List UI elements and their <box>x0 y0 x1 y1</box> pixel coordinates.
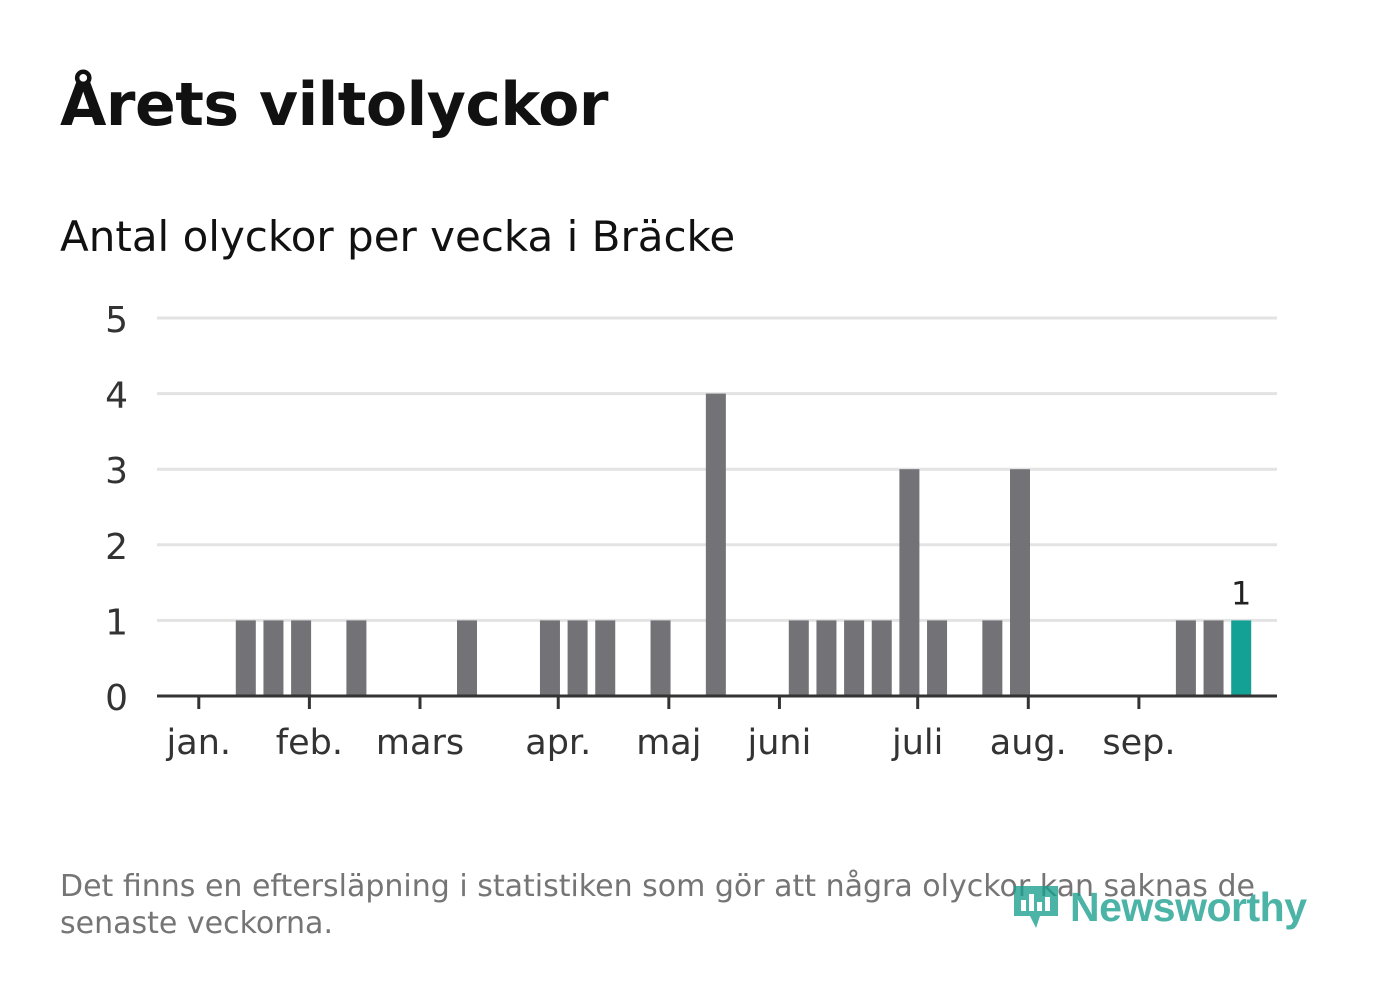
bar-week-28 <box>927 620 948 696</box>
y-tick-label: 3 <box>105 451 128 492</box>
x-tick-label: maj <box>636 723 701 763</box>
bar-week-38 <box>1203 620 1224 696</box>
bar-week-37 <box>1175 620 1196 696</box>
x-tick-label: juli <box>891 723 943 763</box>
x-tick-label: jan. <box>166 723 231 763</box>
chart-subtitle: Antal olyckor per vecka i Bräcke <box>60 212 736 261</box>
bar-week-15 <box>567 620 588 696</box>
y-tick-label: 2 <box>105 527 128 568</box>
bar-week-5 <box>291 620 312 696</box>
bar-week-11 <box>457 620 477 696</box>
y-tick-label: 1 <box>105 602 128 643</box>
last-bar-value-label: 1 <box>1231 574 1251 612</box>
bar-week-25 <box>844 620 865 696</box>
logo-text: Newsworthy <box>1070 883 1307 930</box>
x-tick-label: juni <box>747 723 812 763</box>
x-tick-label: sep. <box>1102 723 1175 763</box>
x-axis: jan. feb. mars apr. maj juni juli aug. sep. <box>157 694 1277 763</box>
bar-week-26 <box>871 620 892 696</box>
newsworthy-logo: Newsworthy <box>1010 878 1307 936</box>
bar-week-14 <box>539 620 560 696</box>
y-axis-ticks: 0 1 2 3 4 5 <box>105 300 128 719</box>
data-labels: 1 <box>1231 574 1251 612</box>
bars <box>235 393 1252 696</box>
x-tick-label: mars <box>376 723 464 763</box>
x-tick-label: feb. <box>276 723 343 763</box>
x-tick-label: aug. <box>990 723 1067 763</box>
bar-week-7 <box>346 620 367 696</box>
bar-week-23 <box>788 620 809 696</box>
bar-week-30 <box>982 620 1003 696</box>
y-tick-label: 5 <box>105 300 128 341</box>
bar-week-18 <box>650 620 671 696</box>
bar-week-3 <box>235 620 256 696</box>
bar-week-20 <box>705 393 726 696</box>
bar-week-24 <box>816 620 837 696</box>
chart-title: Årets viltolyckor <box>60 70 609 140</box>
bar-week-39 <box>1231 620 1252 696</box>
bar-week-27 <box>899 469 920 696</box>
bar-week-16 <box>595 620 616 696</box>
bar-week-4 <box>263 620 284 696</box>
newsworthy-chart-bubble-icon <box>1014 886 1058 928</box>
y-tick-label: 4 <box>105 376 128 417</box>
bar-week-31 <box>1010 469 1030 696</box>
x-tick-label: apr. <box>525 723 591 763</box>
y-tick-label: 0 <box>105 678 128 719</box>
